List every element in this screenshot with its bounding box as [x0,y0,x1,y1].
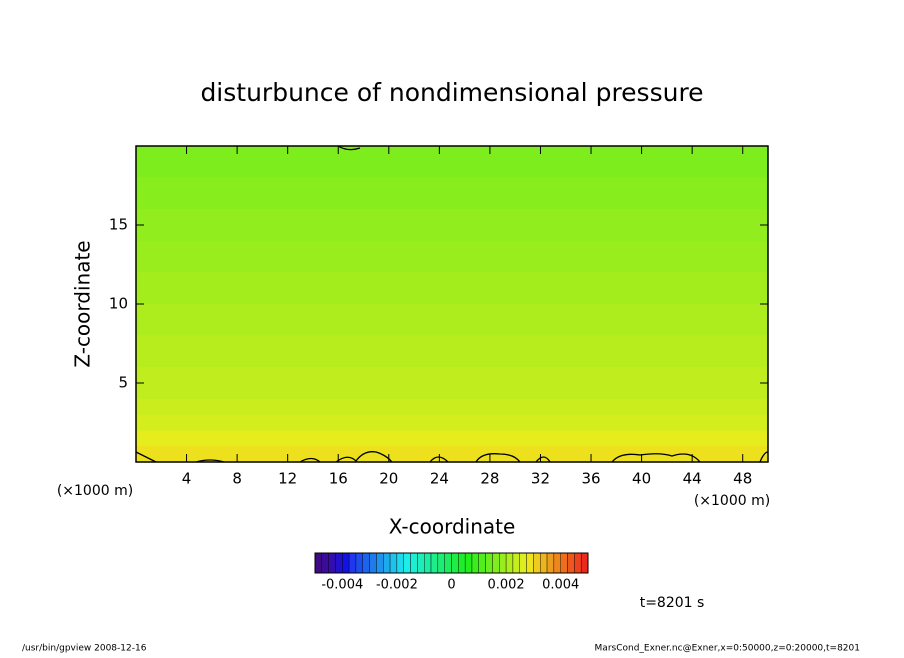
colorbar-cell [444,552,452,574]
colorbar-cell [430,552,439,574]
x-tick-label: 44 [683,470,702,488]
x-tick-label: 24 [430,470,449,488]
x-tick-label: 8 [232,470,242,488]
colorbar-cell [546,552,555,574]
colorbar-cell [485,552,493,574]
colorbar-tick-label: 0 [447,578,455,593]
y-axis-label: Z-coordinate [71,240,95,367]
footer-left: /usr/bin/gpview 2008-12-16 [22,644,147,654]
field-band [136,367,768,399]
chart-title: disturbunce of nondimensional pressure [200,78,703,107]
colorbar-cell [396,552,404,574]
field-band [136,240,768,273]
y-tick-label: 10 [109,295,128,313]
colorbar-cell [580,552,589,574]
x-unit: (×1000 m) [694,493,770,509]
y-tick-label: 15 [109,216,128,234]
time-label: t=8201 s [640,595,705,611]
colorbar-cell [451,552,459,574]
colorbar-tick-label: -0.002 [376,578,418,593]
field-band [136,272,768,304]
colorbar: -0.004 -0.002 0 0.002 0.004 [314,552,589,593]
colorbar-cell [574,552,582,574]
colorbar-cell [533,552,541,574]
colorbar-cell [560,552,568,574]
x-tick-label: 20 [379,470,398,488]
colorbar-cell [383,552,391,574]
field-band [136,430,768,447]
colorbar-cell [389,552,398,574]
field-band [136,446,768,462]
field-band [136,304,768,336]
colorbar-frame [314,552,589,574]
colorbar-cell [417,552,425,574]
colorbar-cell [437,552,445,574]
colorbar-cell [362,552,370,574]
colorbar-cell [526,552,534,574]
colorbar-cell [376,552,384,574]
colorbar-cell [458,552,466,574]
contour-line [135,145,769,463]
field [136,146,768,462]
x-tick-label: 32 [531,470,550,488]
colorbar-cell [424,552,432,574]
x-tick-label: 36 [581,470,600,488]
field-band [136,335,768,368]
colorbar-cell [464,552,473,574]
colorbar-cell [567,552,575,574]
colorbar-cell [553,552,561,574]
x-tick-label: 40 [632,470,651,488]
field-band [136,209,768,241]
colorbar-cell [499,552,507,574]
colorbar-cell [471,552,480,574]
colorbar-cell [348,552,357,574]
colorbar-cell [314,552,323,574]
colorbar-cell [321,552,329,574]
field-band [136,414,768,431]
x-axis-label: X-coordinate [389,515,516,539]
x-tick-label: 28 [480,470,499,488]
colorbar-cell [335,552,343,574]
footer-right: MarsCond_Exner.nc@Exner,x=0:50000,z=0:20… [595,644,860,654]
colorbar-tick-label: -0.004 [321,578,363,593]
field-band [136,177,768,210]
x-tick-label: 16 [329,470,348,488]
colorbar-tick-label: 0.004 [542,578,579,593]
colorbar-cell [355,552,363,574]
x-tick-label: 48 [733,470,752,488]
colorbar-cell [342,552,350,574]
colorbar-cell [505,552,514,574]
field-band [136,398,768,415]
x-tick-label: 12 [278,470,297,488]
colorbar-cell [540,552,548,574]
colorbar-cell [403,552,411,574]
colorbar-cell [492,552,500,574]
colorbar-cell [328,552,336,574]
x-tick-label: 4 [182,470,192,488]
y-unit: (×1000 m) [57,483,133,499]
colorbar-cell [512,552,520,574]
colorbar-cell [519,552,527,574]
colorbar-cell [369,552,377,574]
field-band [136,146,768,178]
colorbar-tick-label: 0.002 [487,578,524,593]
colorbar-cell [478,552,486,574]
y-tick-label: 5 [118,374,128,392]
colorbar-cell [410,552,418,574]
